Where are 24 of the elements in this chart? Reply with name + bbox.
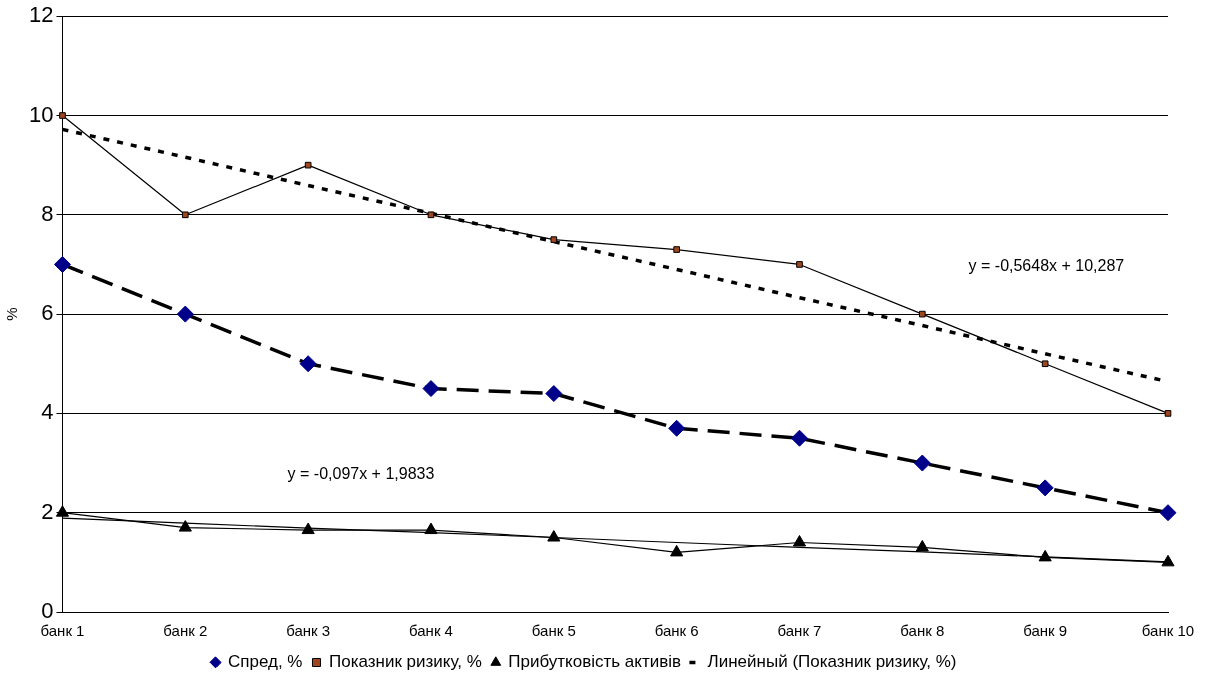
- x-tick-label: банк 1: [40, 622, 85, 640]
- x-tick-label: банк 2: [163, 622, 208, 640]
- y-tick-label: 6: [41, 300, 54, 326]
- x-tick-label: банк 9: [1023, 622, 1068, 640]
- annotation: y = -0,097x + 1,9833: [287, 465, 435, 483]
- annotation: y = -0,5648x + 10,287: [968, 256, 1125, 274]
- x-tick-label: банк 10: [1141, 622, 1195, 640]
- legend-label: Показник ризику, %: [328, 652, 482, 672]
- legend-label: Линейный (Показник ризику, %): [707, 652, 957, 672]
- y-axis-title: %: [3, 307, 21, 321]
- y-tick-label: 4: [41, 399, 54, 425]
- y-tick-label: 10: [28, 101, 54, 127]
- y-tick-label: 8: [41, 200, 54, 226]
- x-tick-label: банк 8: [900, 622, 945, 640]
- x-tick-label: банк 7: [777, 622, 822, 640]
- x-tick-label: банк 5: [531, 622, 576, 640]
- y-tick-label: 2: [41, 498, 54, 524]
- x-tick-label: банк 4: [409, 622, 453, 640]
- y-tick-label: 12: [28, 2, 54, 28]
- x-tick-label: банк 6: [654, 622, 699, 640]
- legend-label: Спред, %: [227, 652, 303, 672]
- legend-label: Прибутковість активів: [508, 652, 682, 672]
- x-tick-label: банк 3: [286, 622, 331, 640]
- y-tick-label: 0: [41, 598, 54, 624]
